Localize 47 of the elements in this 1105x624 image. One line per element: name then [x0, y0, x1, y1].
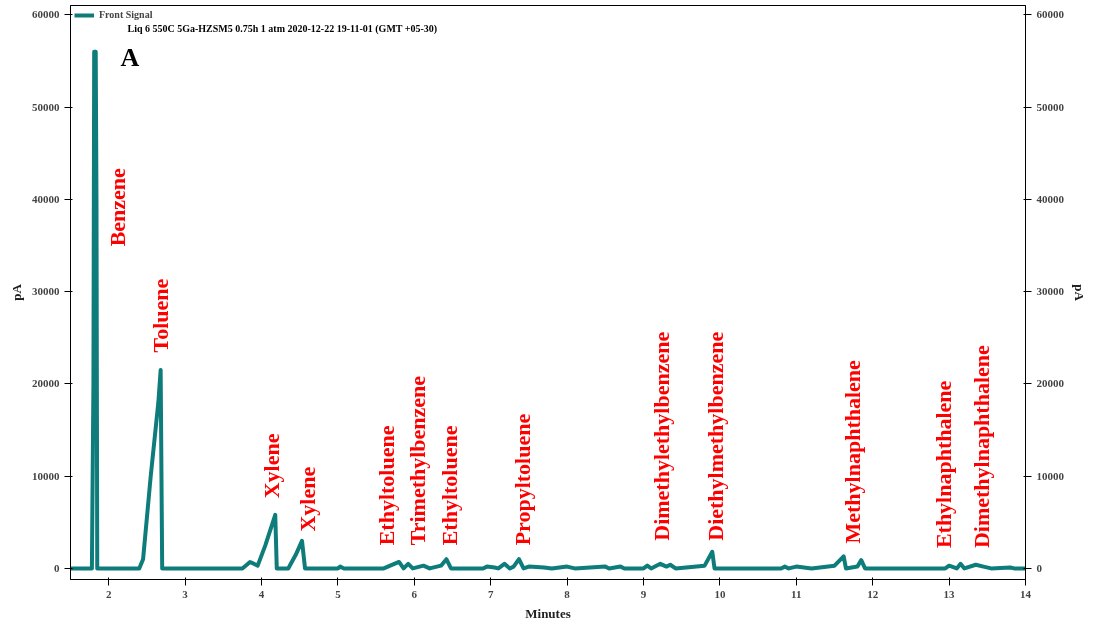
y2-tick-label: 10000: [1036, 469, 1065, 482]
x-tick-label: 10: [714, 587, 726, 600]
y2-tick-label: 20000: [1036, 377, 1065, 390]
y2-tick-label: 40000: [1036, 192, 1065, 205]
x-tick-label: 5: [335, 587, 342, 600]
annotation: Propyltoluene: [509, 413, 535, 546]
annotation: Liq 6 550C 5Ga-HZSM5 0.75h 1 atm 2020-12-22 19-11-01 (GMT +05-30): [127, 22, 438, 35]
y-axis-title: pA: [9, 283, 24, 301]
x-tick-label: 9: [640, 587, 647, 600]
x-axis-title: Minutes: [525, 605, 571, 621]
y2-tick-label: 60000: [1036, 8, 1065, 21]
y-tick-label: 20000: [32, 377, 60, 390]
y-tick-label: 10000: [32, 469, 60, 482]
x-tick-label: 8: [564, 587, 571, 600]
annotation: Dimethylethylbenzene: [649, 331, 675, 541]
x-tick-label: 4: [258, 587, 265, 600]
y-tick-label: 60000: [32, 8, 60, 21]
annotation: Xylene: [294, 466, 320, 532]
annotation: Ethylnaphthalene: [931, 380, 957, 549]
annotation: Ethyltoluene: [436, 425, 462, 546]
annotation: Trimethylbenzene: [404, 375, 430, 546]
x-tick-label: 6: [411, 587, 418, 600]
annotation: Benzene: [105, 167, 131, 247]
x-tick-label: 2: [105, 587, 112, 600]
line-series: [70, 49, 1026, 571]
y2-axis-title: pA: [1072, 284, 1087, 302]
x-tick-label: 3: [182, 587, 189, 600]
x-tick-label: 12: [867, 587, 879, 600]
y-tick-label: 0: [54, 561, 60, 574]
y-tick-label: 50000: [32, 100, 60, 113]
annotation: A: [120, 42, 140, 72]
legend-label: Front Signal: [99, 9, 153, 20]
y-tick-label: 40000: [32, 192, 60, 205]
annotation: Methylnaphthalene: [840, 359, 866, 544]
annotation: Diethylmethylbenzene: [702, 331, 728, 541]
y2-tick-label: 30000: [1036, 285, 1065, 298]
y-tick-label: 30000: [32, 285, 60, 298]
y2-tick-label: 50000: [1036, 100, 1065, 113]
y2-tick-label: 0: [1036, 561, 1043, 574]
x-tick-label: 13: [943, 587, 956, 600]
x-tick-label: 14: [1020, 587, 1032, 600]
annotation: Xylene: [258, 433, 284, 499]
annotation: Ethyltoluene: [374, 425, 400, 546]
x-tick-label: 11: [791, 587, 802, 600]
x-tick-label: 7: [487, 587, 494, 600]
annotation: Toluene: [148, 278, 174, 353]
annotation: Dimethylnaphthalene: [968, 344, 994, 549]
